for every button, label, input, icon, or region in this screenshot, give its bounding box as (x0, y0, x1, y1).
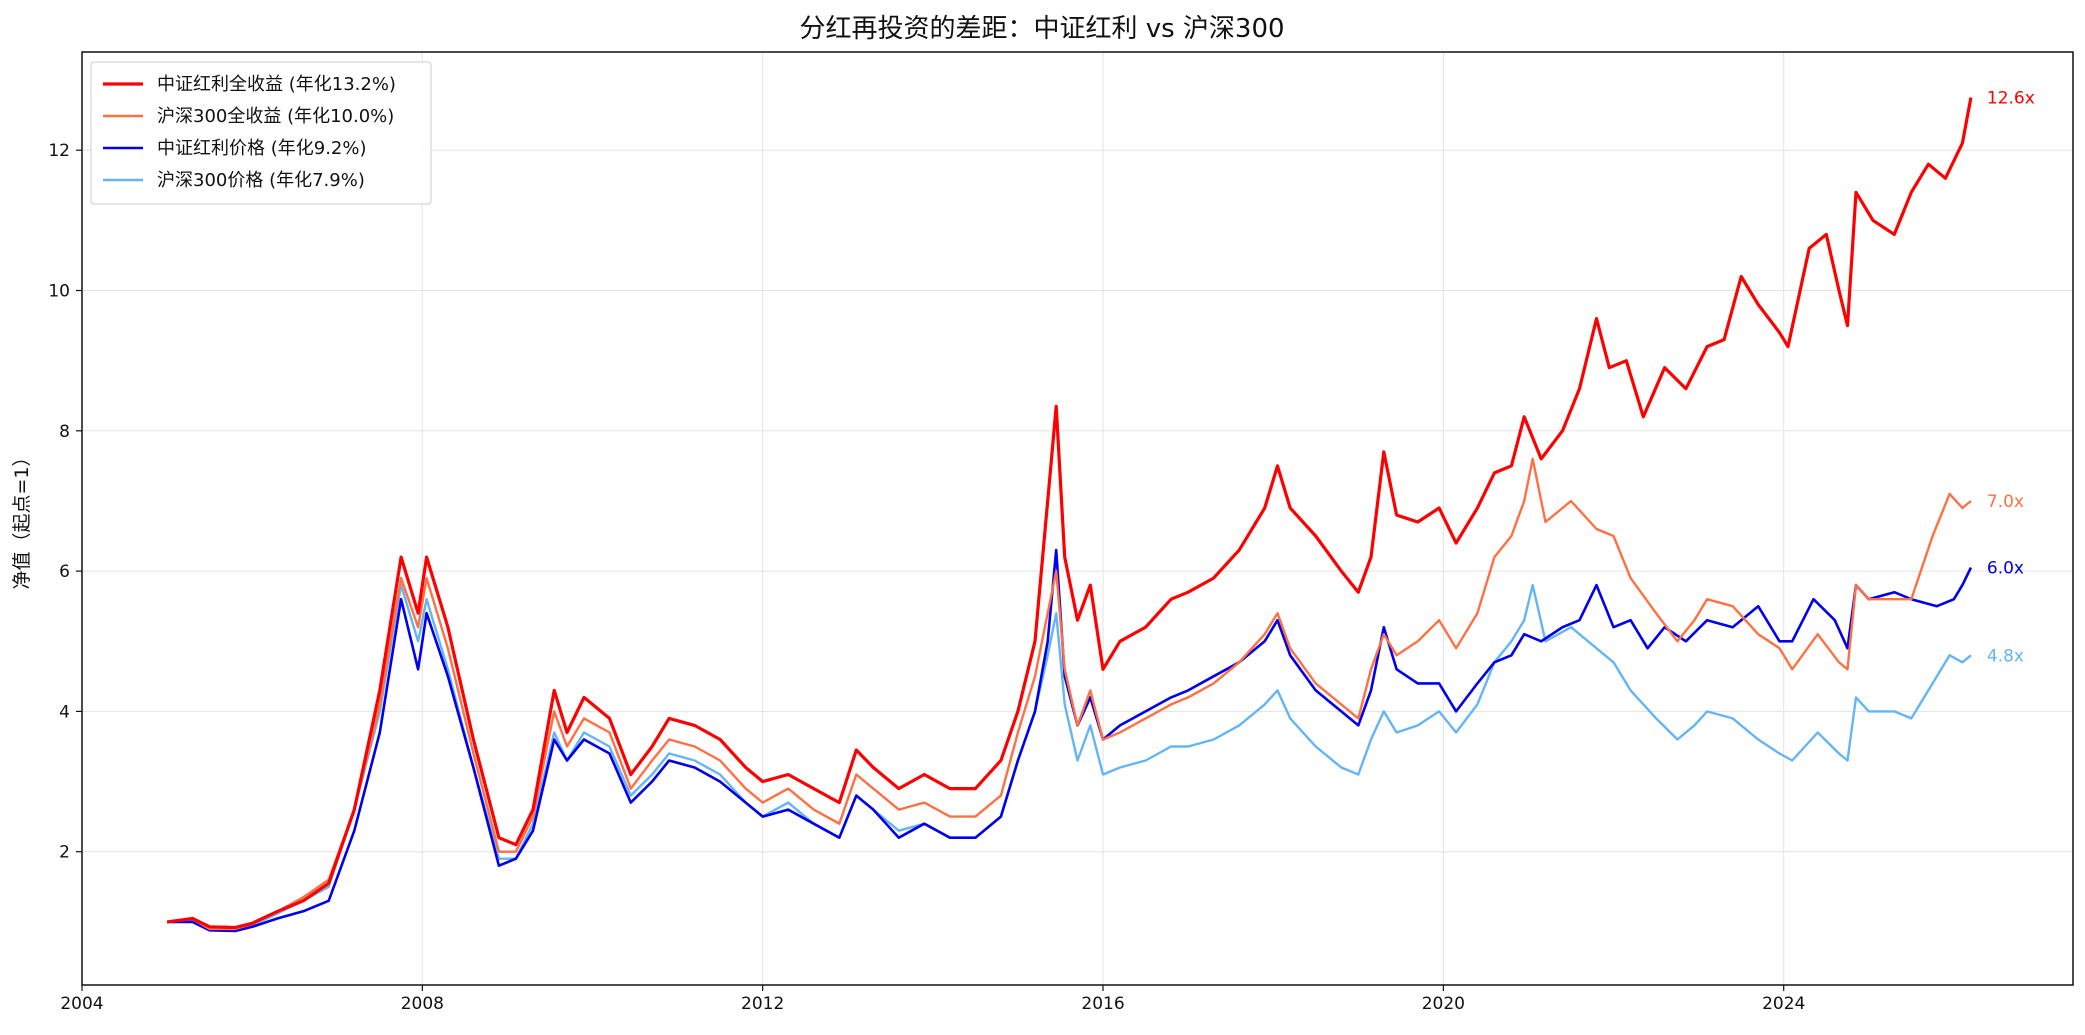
y-axis: 2 4 6 8 10 12 (48, 141, 82, 863)
y-tick-label: 10 (48, 282, 70, 302)
x-tick-label: 2012 (741, 994, 784, 1014)
x-tick-label: 2008 (401, 994, 444, 1014)
y-tick-label: 4 (59, 702, 70, 722)
legend-label-1: 沪深300全收益 (年化10.0%) (157, 106, 394, 127)
series-line-0 (166, 97, 1973, 930)
x-tick-label: 2020 (1422, 994, 1465, 1014)
legend-box (90, 61, 432, 205)
end-value-label-0: 12.6x (1987, 89, 2035, 109)
plot-frame (81, 51, 2074, 986)
series-line-1 (166, 457, 1972, 931)
y-axis-label: 净值（起点=1） (11, 447, 33, 589)
y-tick-label: 12 (48, 141, 70, 161)
x-tick-label: 2016 (1081, 994, 1124, 1014)
end-value-label-3: 4.8x (1987, 646, 2024, 666)
series-layer (166, 97, 1973, 933)
legend-label-2: 中证红利价格 (年化9.2%) (157, 138, 367, 159)
y-tick-label: 2 (59, 843, 70, 863)
y-tick-label: 8 (59, 422, 70, 442)
legend-label-0: 中证红利全收益 (年化13.2%) (157, 74, 396, 95)
series-line-2 (167, 548, 1973, 933)
end-value-label-1: 7.0x (1987, 492, 2024, 512)
series-line-3 (167, 583, 1972, 932)
end-value-label-2: 6.0x (1987, 559, 2024, 579)
x-axis: 2004 2008 2012 2016 2020 2024 (60, 985, 1805, 1014)
x-tick-label: 2004 (60, 994, 103, 1014)
chart-title: 分红再投资的差距：中证红利 vs 沪深300 (799, 14, 1284, 44)
y-tick-label: 6 (59, 562, 70, 582)
legend: 中证红利全收益 (年化13.2%) 沪深300全收益 (年化10.0%) 中证红利价… (90, 61, 432, 205)
legend-label-3: 沪深300价格 (年化7.9%) (157, 170, 365, 191)
x-tick-label: 2024 (1762, 994, 1805, 1014)
end-labels: 4.8x 6.0x 7.0x 12.6x (1987, 89, 2035, 667)
